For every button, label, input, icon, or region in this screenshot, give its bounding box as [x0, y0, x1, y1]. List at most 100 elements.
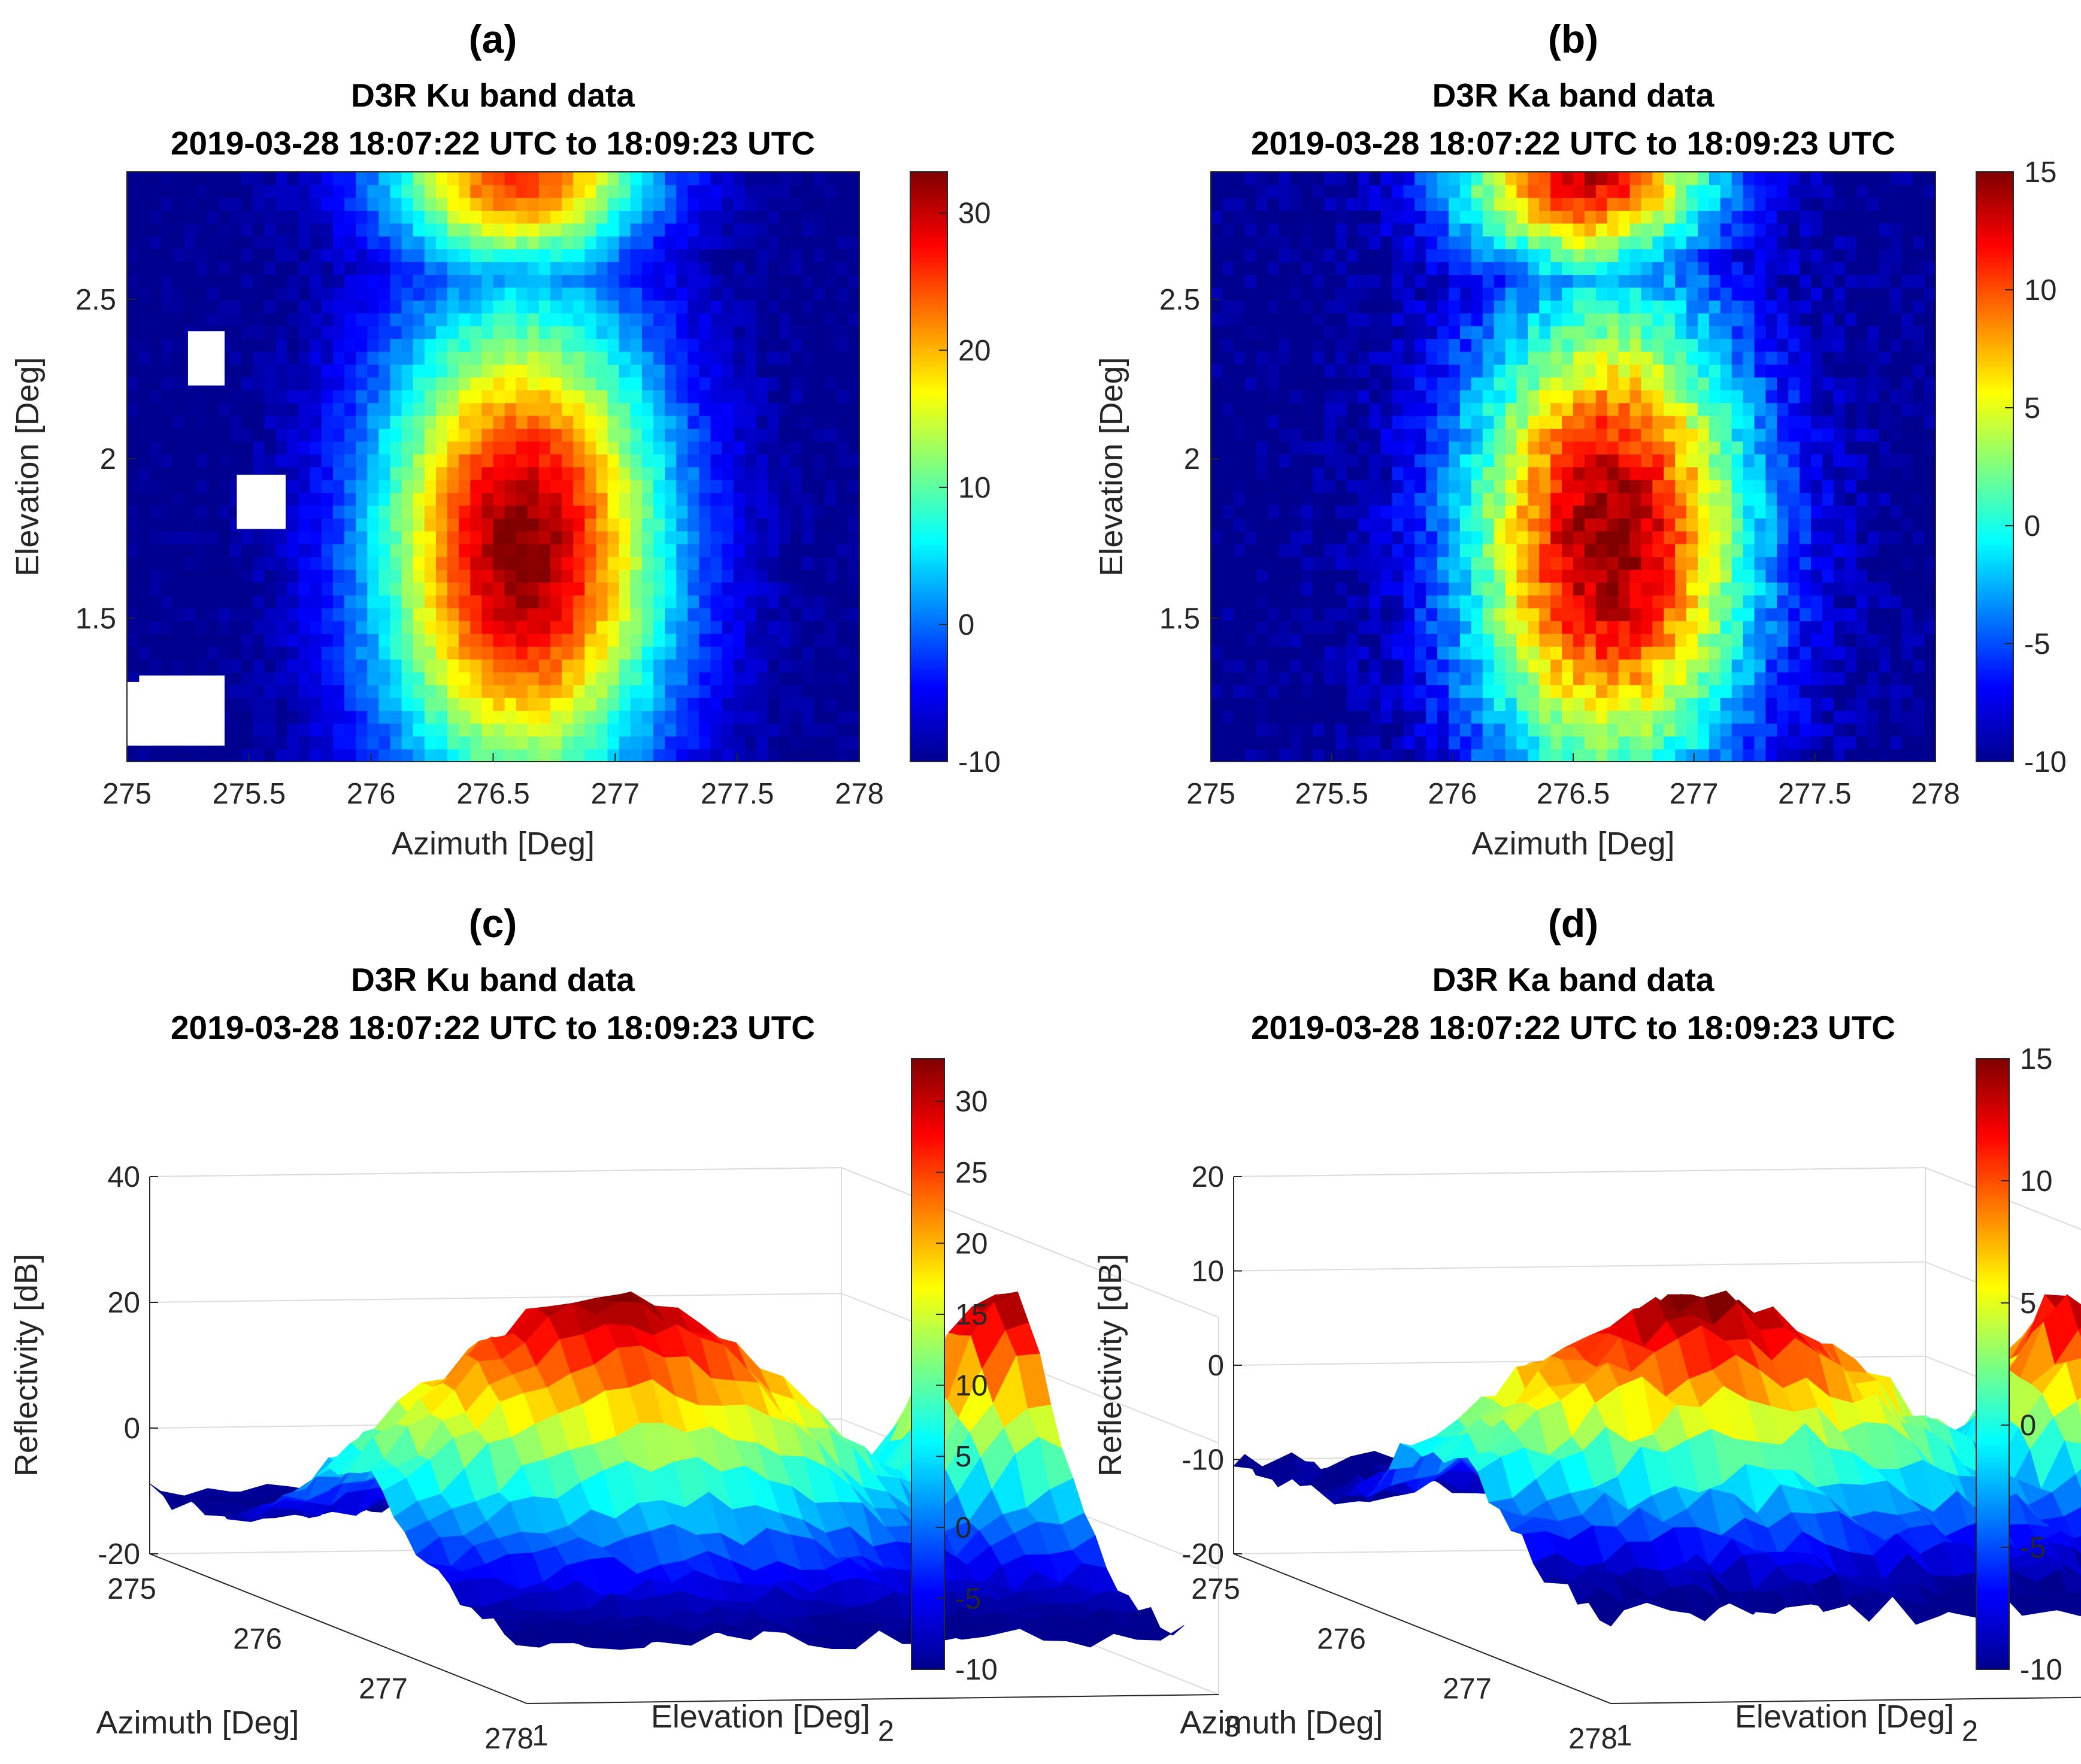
heatmap-cell [195, 633, 208, 647]
heatmap-cell [470, 723, 483, 736]
heatmap-cell [1392, 736, 1404, 750]
heatmap-cell [1392, 300, 1404, 314]
heatmap-cell [344, 441, 356, 454]
heatmap-cell [802, 197, 814, 211]
heatmap-cell [596, 672, 608, 686]
heatmap-cell [253, 415, 265, 429]
heatmap-cell [1380, 492, 1393, 506]
heatmap-cell [1494, 402, 1506, 416]
heatmap-cell [1346, 505, 1359, 519]
heatmap-cell [447, 748, 459, 762]
heatmap-cell [1595, 492, 1608, 506]
heatmap-cell [744, 595, 757, 608]
heatmap-cell [1459, 492, 1472, 506]
heatmap-cell [1301, 172, 1313, 186]
heatmap-cell [550, 313, 562, 326]
heatmap-cell [356, 351, 368, 365]
heatmap-cell [378, 415, 391, 429]
heatmap-cell [1675, 479, 1687, 493]
heatmap-cell [1675, 172, 1687, 186]
heatmap-cell [802, 748, 814, 762]
heatmap-cell [653, 415, 665, 429]
heatmap-cell [275, 697, 288, 711]
heatmap-cell [1335, 248, 1347, 262]
heatmap-cell [825, 210, 837, 224]
heatmap-cell [722, 390, 734, 404]
heatmap-cell [1279, 261, 1291, 275]
heatmap-cell [516, 223, 528, 237]
heatmap-cell [470, 248, 483, 262]
heatmap-cell [1516, 351, 1529, 365]
heatmap-cell [1618, 633, 1631, 647]
heatmap-cell [481, 300, 494, 314]
heatmap-cell [641, 325, 654, 340]
heatmap-cell [459, 492, 471, 506]
heatmap-cell [1584, 531, 1597, 544]
heatmap-cell [1358, 582, 1370, 596]
heatmap-cell [768, 197, 780, 211]
heatmap-cell [1584, 646, 1597, 660]
heatmap-cell [710, 633, 723, 647]
heatmap-cell [836, 556, 849, 570]
heatmap-cell [641, 236, 654, 250]
heatmap-cell [768, 736, 780, 750]
heatmap-cell [264, 633, 277, 647]
heatmap-cell [321, 364, 334, 378]
heatmap-cell [253, 556, 265, 570]
heatmap-cell [1449, 531, 1461, 544]
heatmap-cell [665, 390, 677, 404]
heatmap-cell [424, 492, 437, 506]
heatmap-cell [184, 556, 196, 570]
heatmap-cell [287, 248, 299, 262]
heatmap-cell [1562, 531, 1574, 544]
heatmap-cell [516, 300, 528, 314]
heatmap-cell [790, 325, 803, 340]
heatmap-cell [1618, 184, 1631, 198]
heatmap-cell [516, 184, 528, 198]
heatmap-cell [1697, 364, 1710, 378]
y-tick-label: 2 [100, 443, 116, 475]
heatmap-cell [1369, 620, 1382, 634]
heatmap-cell [1335, 633, 1347, 647]
heatmap-cell [344, 261, 356, 275]
heatmap-cell [1607, 492, 1619, 506]
heatmap-cell [1279, 390, 1291, 404]
heatmap-cell [1290, 454, 1302, 468]
heatmap-cell [1584, 556, 1597, 570]
heatmap-cell [1403, 274, 1416, 288]
heatmap-cell [562, 274, 574, 288]
heatmap-cell [1244, 261, 1257, 275]
heatmap-cell [687, 466, 700, 480]
heatmap-cell [1313, 300, 1325, 314]
heatmap-cell [562, 261, 574, 275]
heatmap-cell [573, 364, 586, 378]
heatmap-cell [1686, 684, 1698, 698]
heatmap-cell [847, 543, 859, 557]
heatmap-cell [1562, 466, 1574, 480]
heatmap-cell [1562, 556, 1574, 570]
heatmap-cell [1290, 172, 1302, 186]
heatmap-cell [1686, 466, 1698, 480]
heatmap-cell [1313, 364, 1325, 378]
heatmap-cell [813, 672, 826, 686]
heatmap-cell [470, 646, 483, 660]
heatmap-cell [481, 659, 494, 672]
colorbar-tick-label: -10 [958, 746, 1001, 778]
heatmap-cell [1550, 300, 1562, 314]
heatmap-cell [744, 543, 757, 557]
heatmap-cell [1426, 172, 1438, 186]
heatmap-cell [619, 184, 631, 198]
heatmap-cell [744, 710, 757, 724]
heatmap-cell [264, 274, 277, 288]
heatmap-cell [127, 364, 139, 378]
heatmap-cell [1528, 748, 1540, 762]
heatmap-cell [1494, 441, 1506, 454]
heatmap-cell [1686, 274, 1698, 288]
heatmap-cell [722, 620, 734, 634]
heatmap-cell [619, 748, 631, 762]
heatmap-cell [813, 466, 826, 480]
heatmap-cell [459, 210, 471, 224]
heatmap-cell [1313, 684, 1325, 698]
heatmap-cell [264, 261, 277, 275]
heatmap-cell [161, 184, 174, 198]
